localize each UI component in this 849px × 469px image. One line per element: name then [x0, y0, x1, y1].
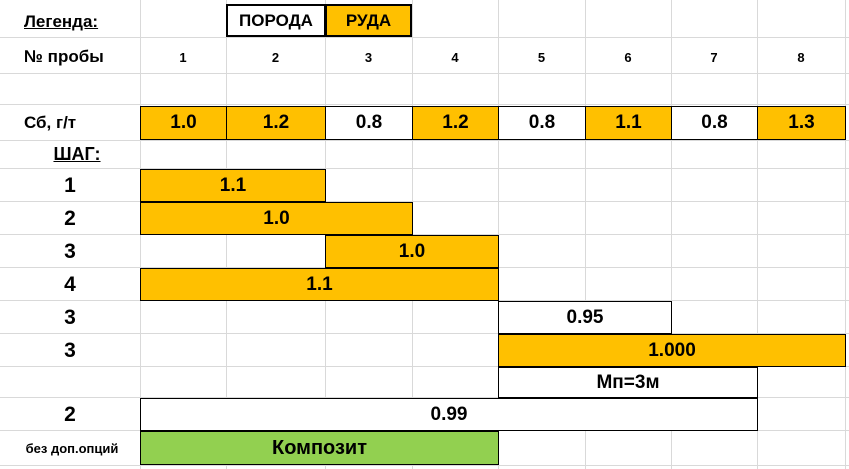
grade-value: 1.3: [757, 106, 846, 140]
legend-label: Легенда:: [24, 11, 99, 31]
step-number: 4: [64, 272, 76, 296]
sample-number: 1: [179, 49, 187, 65]
mp-bar: Мп=3м: [498, 367, 758, 398]
step-3-ore-bar: 1.000: [498, 334, 846, 367]
grade-value: 0.8: [325, 106, 413, 140]
sample-number: 3: [364, 49, 373, 65]
grade-value: 1.1: [585, 106, 672, 140]
step-3-rock-bar: 0.95: [498, 301, 672, 334]
step-2-full-bar: 0.99: [140, 398, 758, 431]
step-number: 3: [64, 305, 76, 329]
step-1-bar: 1.1: [140, 169, 326, 202]
legend-rock: ПОРОДА: [226, 4, 326, 37]
grade-value: 1.0: [140, 106, 227, 140]
sample-number: 5: [537, 49, 546, 65]
step-number: 1: [64, 173, 76, 197]
composite-bar: Композит: [140, 431, 499, 465]
grade-value: 0.8: [671, 106, 758, 140]
sample-number: 4: [451, 49, 459, 65]
sample-number: 8: [797, 49, 805, 65]
grade-value: 1.2: [226, 106, 326, 140]
grade-value: 1.2: [412, 106, 499, 140]
sample-number: 7: [710, 49, 718, 65]
legend-ore: РУДА: [325, 4, 412, 37]
sample-number: 6: [624, 49, 632, 65]
step-number: 3: [64, 338, 76, 362]
step-4-bar: 1.1: [140, 268, 499, 301]
step-number: 3: [64, 239, 76, 263]
sample-number: 2: [271, 49, 280, 65]
steps-header: ШАГ:: [53, 144, 101, 164]
sample-number-label: № пробы: [24, 47, 104, 66]
step-3-bar: 1.0: [325, 235, 499, 268]
step-number: 2: [64, 206, 76, 230]
step-number: 2: [64, 402, 76, 426]
grade-value: 0.8: [498, 106, 586, 140]
grade-label: Сб, г/т: [24, 113, 77, 132]
no-options-label: без доп.опций: [25, 441, 119, 456]
step-2-bar: 1.0: [140, 202, 413, 235]
step-number: [14, 368, 126, 397]
